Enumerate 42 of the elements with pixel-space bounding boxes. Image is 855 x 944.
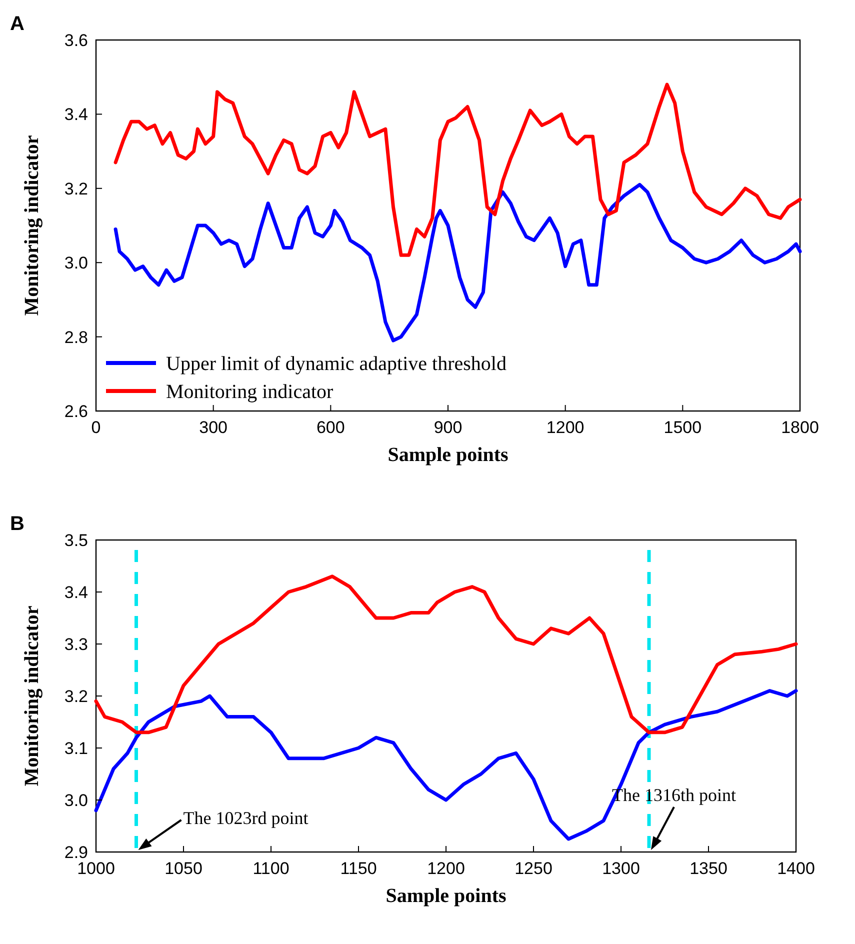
y-tick-label: 3.5 [64,531,88,550]
x-tick-label: 1250 [514,859,552,878]
x-tick-label: 0 [91,418,101,437]
y-tick-label: 3.1 [64,739,88,758]
y-tick-label: 3.2 [64,179,88,198]
x-tick-label: 1050 [164,859,202,878]
x-tick-label: 1400 [777,859,815,878]
y-tick-label: 3.4 [64,105,88,124]
line-series [94,689,798,841]
x-tick-label: 1300 [602,859,640,878]
line-series [114,182,802,342]
y-axis-title: Monitoring indicator [21,135,43,316]
chart-title: B [10,513,24,535]
x-axis-title: Sample points [388,444,509,466]
line-series [94,574,798,734]
y-tick-label: 3.3 [64,635,88,654]
y-tick-label: 3.0 [64,791,88,810]
y-tick-label: 2.6 [64,402,88,421]
chart-title: A [10,13,24,35]
x-tick-label: 1350 [690,859,728,878]
x-tick-label: 900 [434,418,462,437]
y-tick-label: 3.4 [64,583,88,602]
x-tick-label: 1200 [427,859,465,878]
x-tick-label: 300 [199,418,228,437]
y-axis-title: Monitoring indicator [21,606,43,786]
line-series [114,82,802,257]
x-tick-label: 1100 [252,859,290,878]
y-tick-label: 3.6 [64,31,88,50]
legend-label: Monitoring indicator [166,381,334,403]
legend-label: Upper limit of dynamic adaptive threshold [166,353,506,375]
x-tick-label: 1500 [664,418,702,437]
y-tick-label: 2.9 [64,843,88,862]
y-tick-label: 3.2 [64,687,88,706]
x-tick-label: 1150 [340,859,377,878]
x-tick-label: 600 [316,418,345,437]
annotation: The 1023rd point [183,808,308,828]
x-axis-title: Sample points [386,885,507,907]
x-tick-label: 1200 [546,418,584,437]
x-tick-label: 1800 [781,418,819,437]
x-tick-label: 1000 [77,859,115,878]
y-tick-label: 3.0 [64,254,88,273]
y-tick-label: 2.8 [64,328,88,347]
